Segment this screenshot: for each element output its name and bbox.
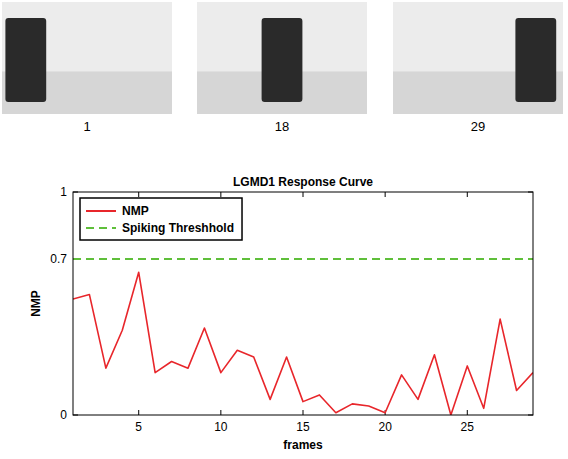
x-tick bbox=[385, 192, 386, 197]
x-tick-label: 15 bbox=[296, 420, 310, 434]
x-tick bbox=[303, 192, 304, 197]
photo bbox=[197, 2, 367, 114]
photo-object bbox=[515, 18, 556, 102]
legend: NMP Spiking Threshhold bbox=[80, 198, 242, 240]
x-axis-title: frames bbox=[283, 438, 323, 452]
legend-box bbox=[80, 198, 242, 240]
legend-label: NMP bbox=[122, 204, 149, 218]
x-tick bbox=[303, 410, 304, 415]
plot-background bbox=[73, 192, 533, 415]
legend-label: Spiking Threshhold bbox=[122, 221, 234, 235]
threshold-line bbox=[73, 258, 533, 260]
plot-frame bbox=[73, 192, 533, 415]
y-tick-label: 0 bbox=[60, 408, 67, 422]
plot-marks bbox=[73, 259, 533, 415]
photo-object bbox=[5, 18, 46, 102]
x-tick bbox=[467, 192, 468, 197]
x-tick bbox=[220, 410, 221, 415]
photo-label: 18 bbox=[275, 119, 289, 134]
x-tick bbox=[138, 192, 139, 197]
x-tick-label: 10 bbox=[214, 420, 228, 434]
photo-object bbox=[262, 18, 303, 102]
y-tick-label: 0.7 bbox=[50, 252, 67, 266]
x-tick-label: 20 bbox=[378, 420, 392, 434]
photo bbox=[393, 2, 563, 114]
y-tick-label: 1 bbox=[60, 185, 67, 199]
legend-swatch bbox=[86, 227, 116, 229]
photo-background bbox=[2, 2, 172, 114]
series-line bbox=[73, 272, 533, 415]
y-axis-title: NMP bbox=[29, 290, 43, 317]
photo bbox=[2, 2, 172, 114]
figure: 1 18 29 LGMD1 Response Curve 5 10 15 20 25 0 0.7 1 f… bbox=[0, 0, 568, 459]
photo-label: 1 bbox=[83, 119, 90, 134]
photo-label: 29 bbox=[471, 119, 485, 134]
chart-title: LGMD1 Response Curve bbox=[233, 175, 373, 189]
x-tick bbox=[220, 192, 221, 197]
x-tick-label: 5 bbox=[135, 420, 142, 434]
photo-background bbox=[393, 2, 563, 114]
x-tick bbox=[467, 410, 468, 415]
photo-background bbox=[197, 2, 367, 114]
x-tick bbox=[138, 410, 139, 415]
legend-swatch bbox=[86, 210, 116, 212]
x-tick-label: 25 bbox=[461, 420, 475, 434]
